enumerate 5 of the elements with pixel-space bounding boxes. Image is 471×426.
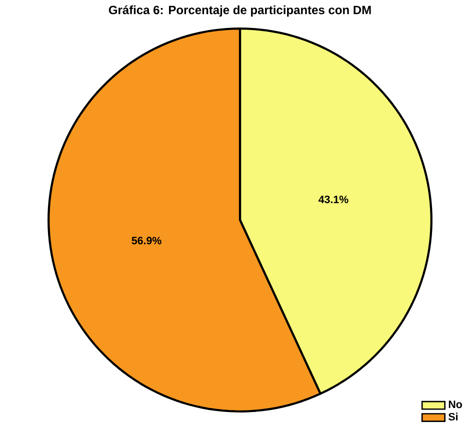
legend-label: No: [448, 400, 462, 408]
data-label: 56.9%: [132, 236, 162, 244]
chart-title: Gráfica 6: Porcentaje de participantes con DM: [108, 5, 371, 16]
legend-label: Si: [448, 412, 458, 420]
data-label: 43.1%: [318, 195, 348, 204]
